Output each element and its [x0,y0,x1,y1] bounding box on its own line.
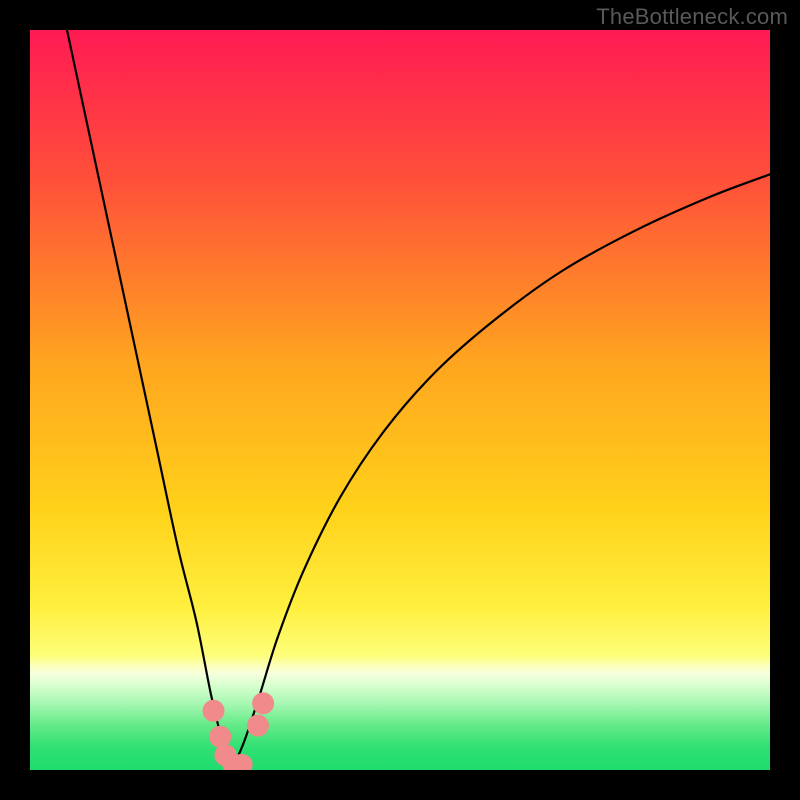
bottleneck-curve-chart [30,30,770,770]
watermark-label: TheBottleneck.com [596,4,788,30]
gradient-background [30,30,770,770]
chart-container: TheBottleneck.com [0,0,800,800]
data-marker [232,755,252,770]
data-marker [253,693,273,713]
plot-area [30,30,770,770]
data-marker [210,727,230,747]
data-marker [204,701,224,721]
data-marker [248,716,268,736]
